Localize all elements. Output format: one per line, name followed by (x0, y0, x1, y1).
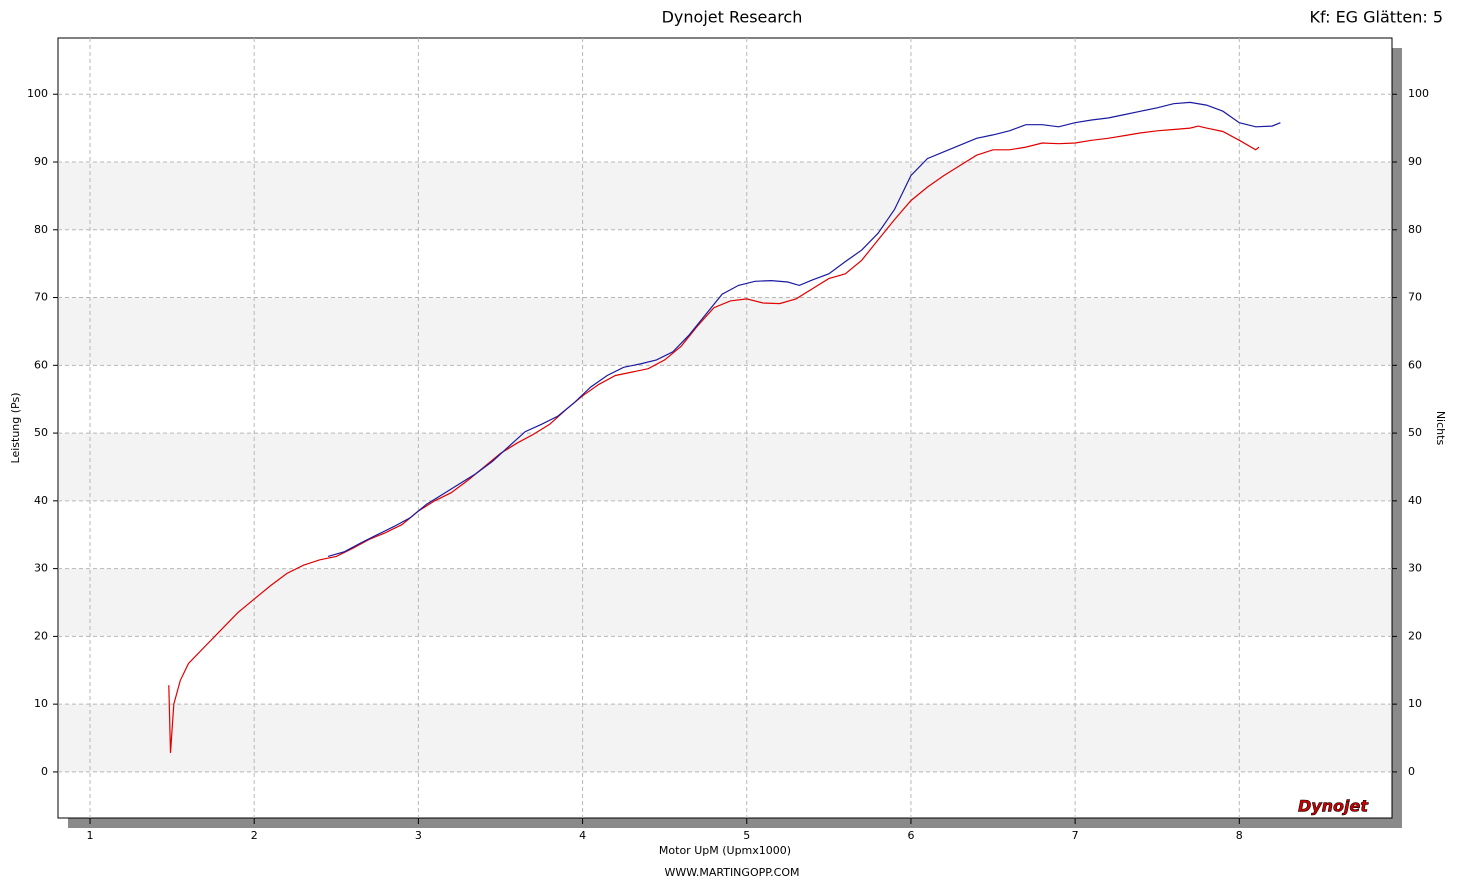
y2-tick-label: 80 (1408, 223, 1422, 236)
x-tick-label: 4 (579, 829, 586, 842)
y-tick-label: 20 (34, 629, 48, 642)
y-tick-label: 40 (34, 494, 48, 507)
x-tick-label: 6 (907, 829, 914, 842)
y-tick-label: 90 (34, 155, 48, 168)
grid-band (59, 297, 1391, 366)
y2-tick-label: 0 (1408, 765, 1415, 778)
y-tick-label: 80 (34, 223, 48, 236)
plot-area (57, 37, 1393, 819)
y2-axis-label: Nichts (1434, 411, 1447, 446)
logo: Dynojet (1298, 797, 1369, 816)
y2-tick-label: 30 (1408, 562, 1422, 575)
x-tick-label: 7 (1072, 829, 1079, 842)
x-tick-label: 8 (1236, 829, 1243, 842)
chart-subtitle: Kf: EG Glätten: 5 (1310, 8, 1443, 27)
y2-tick-label: 20 (1408, 629, 1422, 642)
x-tick-label: 5 (743, 829, 750, 842)
series-line (168, 125, 1260, 753)
y-tick-label: 50 (34, 426, 48, 439)
x-tick-label: 3 (415, 829, 422, 842)
x-tick-label: 1 (87, 829, 94, 842)
series-line (327, 101, 1281, 557)
y-tick-label: 0 (41, 765, 48, 778)
chart-title: Dynojet Research (662, 8, 803, 27)
y-tick-label: 70 (34, 291, 48, 304)
y2-tick-label: 40 (1408, 494, 1422, 507)
footer: WWW.MARTINGOPP.COM (665, 866, 800, 879)
y-tick-label: 100 (27, 87, 48, 100)
grid-band (59, 704, 1391, 772)
y2-tick-label: 100 (1408, 87, 1429, 100)
y-tick-label: 30 (34, 562, 48, 575)
y2-tick-label: 70 (1408, 291, 1422, 304)
x-tick-label: 2 (251, 829, 258, 842)
y-tick-label: 10 (34, 697, 48, 710)
grid-band (59, 433, 1391, 501)
grid-band (59, 162, 1391, 230)
y2-tick-label: 60 (1408, 358, 1422, 371)
x-axis-label: Motor UpM (Upmx1000) (659, 844, 791, 857)
y2-tick-label: 10 (1408, 697, 1422, 710)
y2-tick-label: 90 (1408, 155, 1422, 168)
y-tick-label: 60 (34, 358, 48, 371)
grid-band (59, 568, 1391, 637)
y-axis-label: Leistung (Ps) (9, 393, 22, 464)
y2-tick-label: 50 (1408, 426, 1422, 439)
